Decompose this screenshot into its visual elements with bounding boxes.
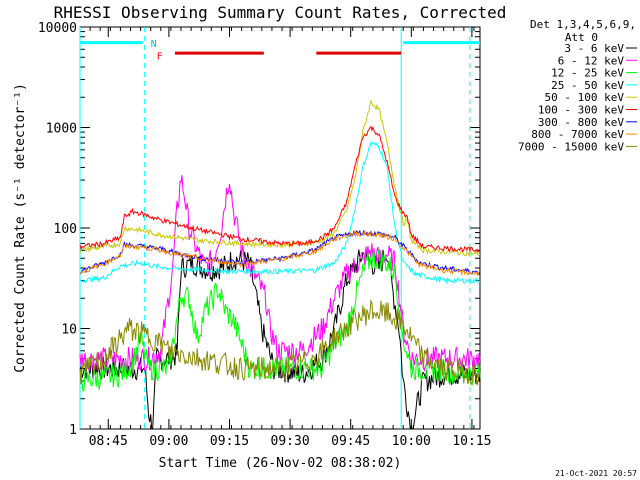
y-axis-label: Corrected Count Rate (s⁻¹ detector⁻¹) [13, 83, 28, 373]
flare-marker-label: F [157, 52, 163, 63]
series-line-300-800-kev [79, 229, 481, 276]
y-tick-label: 10 [61, 323, 77, 338]
x-tick-label: 09:45 [331, 434, 370, 449]
series-line-100-300-kev [79, 125, 481, 253]
y-tick-label: 1000 [46, 122, 77, 137]
night-marker-label: N [151, 39, 157, 50]
legend-header-line-1: Det 1,3,4,5,6,9, [530, 18, 636, 31]
series-group [79, 99, 481, 430]
footer-timestamp: 21-Oct-2021 20:57 [555, 469, 637, 478]
x-tick-label: 10:15 [452, 434, 491, 449]
series-line-7000-15000-kev [79, 299, 481, 386]
x-tick-label: 09:00 [149, 434, 188, 449]
y-tick-label: 100 [54, 222, 77, 237]
series-line-50-100-kev [79, 99, 481, 257]
legend-label: 50 - 100 keV [545, 91, 625, 104]
legend-label: 100 - 300 keV [538, 104, 624, 117]
legend-label: 7000 - 15000 keV [518, 140, 624, 153]
legend-label: 800 - 7000 keV [531, 128, 624, 141]
series-line-800-7000-kev [79, 229, 481, 277]
x-axis-label: Start Time (26-Nov-02 08:38:02) [159, 456, 402, 471]
legend-header-line-2: Att 0 [565, 31, 598, 44]
x-tick-label: 08:45 [89, 434, 128, 449]
x-tick-label: 09:15 [210, 434, 249, 449]
y-tick-label: 1 [69, 423, 77, 438]
legend-label: 3 - 6 keV [564, 42, 624, 55]
legend-label: 25 - 50 keV [551, 79, 624, 92]
legend-label: 6 - 12 keV [558, 54, 625, 67]
chart-title: RHESSI Observing Summary Count Rates, Co… [54, 3, 507, 22]
x-tick-label: 10:00 [392, 434, 431, 449]
series-line-25-50-kev [79, 141, 481, 285]
legend-label: 300 - 800 keV [538, 116, 624, 129]
x-tick-label: 09:30 [271, 434, 310, 449]
y-tick-label: 10000 [38, 21, 77, 36]
tick-labels: 1 10 100 1000 10000 08:45 09:00 09:15 09:30 09:45… [38, 21, 492, 449]
legend-label: 12 - 25 keV [551, 67, 624, 80]
series-line-6-12-kev [79, 175, 481, 372]
axis-ticks [79, 26, 480, 430]
